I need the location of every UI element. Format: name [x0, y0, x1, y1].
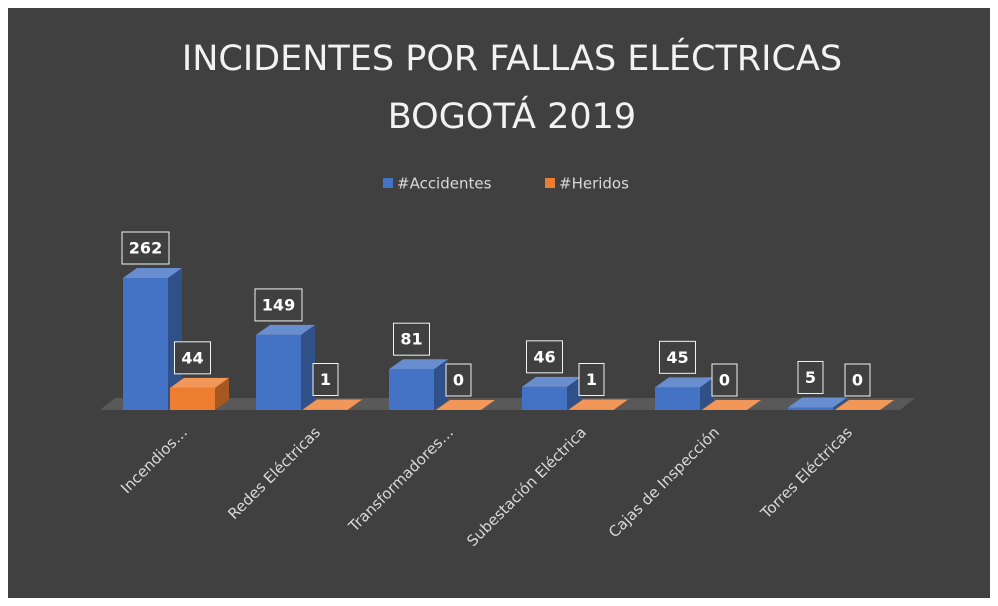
bar-top: [788, 397, 847, 408]
bar: [569, 399, 628, 410]
legend-label: #Accidentes: [397, 175, 492, 193]
bar-side: [614, 399, 628, 410]
bar-top: [655, 377, 714, 388]
bar-side: [168, 268, 182, 410]
data-label: 5: [805, 368, 816, 387]
bar-front: [569, 409, 614, 410]
data-label: 149: [262, 295, 295, 314]
bar: [123, 268, 182, 410]
data-label-box: [526, 340, 563, 374]
data-label: 0: [852, 371, 863, 390]
bar-top: [522, 376, 581, 387]
data-label-box: [711, 363, 738, 397]
data-label-box: [254, 288, 303, 322]
bar-side: [567, 376, 581, 410]
chart-title: INCIDENTES POR FALLAS ELÉCTRICAS: [182, 37, 842, 79]
data-label: 0: [453, 371, 464, 390]
bar-top: [436, 400, 495, 410]
data-label: 262: [129, 239, 162, 258]
bar: [389, 359, 448, 410]
bar-top: [702, 400, 761, 410]
legend-swatch: [545, 178, 555, 188]
data-label: 1: [320, 370, 331, 389]
data-label: 46: [533, 347, 555, 366]
data-label-box: [659, 340, 696, 374]
bar-front: [303, 409, 348, 410]
data-label: 1: [586, 370, 597, 389]
data-label-box: [393, 322, 430, 356]
data-label-box: [312, 362, 339, 396]
bar-side: [833, 397, 847, 410]
bar-side: [348, 399, 362, 410]
data-label-box: [121, 231, 170, 265]
bar-front: [522, 386, 567, 410]
data-label: 44: [181, 348, 203, 367]
bar: [702, 400, 761, 410]
bar-front: [788, 407, 833, 410]
bar: [436, 400, 495, 410]
data-label: 45: [666, 348, 688, 367]
bar: [170, 377, 229, 410]
data-label-box: [797, 360, 824, 394]
bar: [256, 324, 315, 410]
bar-top: [389, 359, 448, 370]
bar-side: [215, 377, 229, 410]
data-label-box: [174, 341, 211, 375]
bar-front: [256, 334, 301, 410]
bar-top: [303, 399, 362, 410]
bar-side: [434, 359, 448, 410]
bar-top: [256, 324, 315, 335]
data-label-box: [844, 363, 871, 397]
bar: [522, 376, 581, 410]
data-label-box: [578, 362, 605, 396]
bar-front: [123, 278, 168, 410]
bar-front: [655, 387, 700, 410]
bar-top: [569, 399, 628, 410]
bar: [835, 400, 894, 410]
legend-label: #Heridos: [559, 175, 629, 193]
bar-side: [301, 324, 315, 410]
bar: [788, 397, 847, 410]
data-label-box: [445, 363, 472, 397]
data-label: 0: [719, 371, 730, 390]
data-label: 81: [400, 330, 422, 349]
bar-top: [835, 400, 894, 410]
legend-swatch: [383, 178, 393, 188]
bar-front: [389, 369, 434, 410]
chart-title: BOGOTÁ 2019: [388, 95, 636, 137]
bar-top: [170, 377, 229, 388]
bar: [655, 377, 714, 410]
bar-side: [700, 377, 714, 410]
bar-front: [170, 387, 215, 410]
bar-top: [123, 268, 182, 278]
bar: [303, 399, 362, 410]
